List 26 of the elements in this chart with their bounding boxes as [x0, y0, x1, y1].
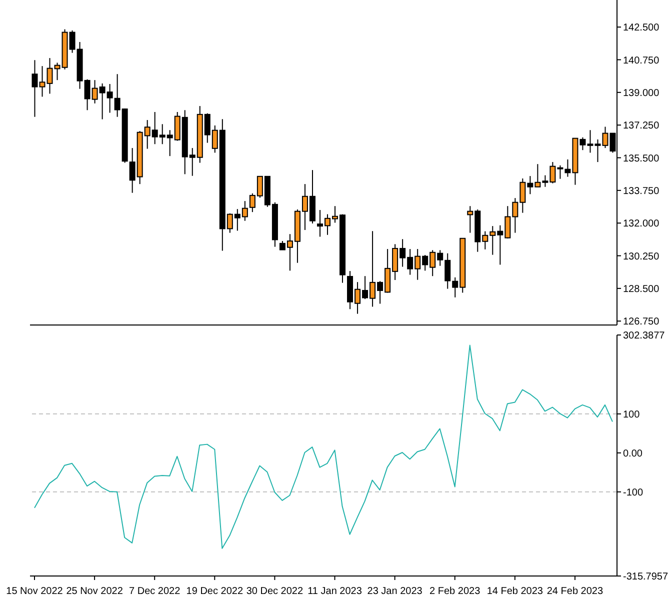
- x-tick-label: 25 Nov 2022: [66, 586, 124, 596]
- y-tick-label: 142.500: [623, 22, 660, 34]
- y-tick-label: -100: [623, 487, 644, 498]
- y-tick-label: -315.7957: [623, 572, 668, 583]
- x-tick-label: 30 Dec 2022: [246, 586, 304, 596]
- x-tick-label: 11 Jan 2023: [308, 586, 362, 596]
- x-tick-label: 19 Dec 2022: [186, 586, 244, 596]
- x-tick-label: 2 Feb 2023: [430, 586, 481, 596]
- x-tick-label: 7 Dec 2022: [129, 586, 181, 596]
- y-tick-label: 130.250: [623, 251, 660, 262]
- y-tick-label: 132.000: [623, 218, 660, 230]
- x-tick-label: 24 Feb 2023: [546, 586, 604, 596]
- y-tick-label: 100: [623, 409, 640, 420]
- y-tick-label: 137.250: [623, 120, 660, 132]
- x-tick-label: 15 Nov 2022: [6, 586, 64, 596]
- y-tick-label: 140.750: [623, 55, 660, 66]
- y-tick-label: 302.3877: [623, 330, 666, 342]
- y-tick-label: 139.000: [623, 88, 660, 99]
- y-tick-label: 133.750: [623, 186, 660, 197]
- y-tick-label: 128.500: [623, 284, 660, 295]
- y-tick-label: 126.750: [623, 316, 660, 328]
- x-tick-label: 14 Feb 2023: [486, 586, 544, 596]
- y-tick-label: 0.00: [623, 448, 643, 460]
- y-tick-label: 135.500: [623, 153, 660, 164]
- x-tick-label: 23 Jan 2023: [367, 586, 423, 596]
- line-series: [34, 344, 613, 549]
